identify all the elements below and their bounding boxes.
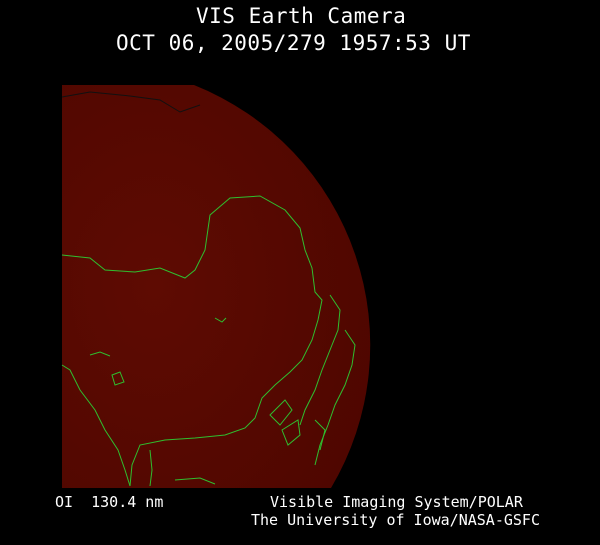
instrument-label: Visible Imaging System/POLAR <box>270 493 523 511</box>
institution-label: The University of Iowa/NASA-GSFC <box>251 511 540 529</box>
timestamp: OCT 06, 2005/279 1957:53 UT <box>116 31 471 55</box>
title: VIS Earth Camera <box>196 4 407 28</box>
earth-disk <box>62 85 371 488</box>
coastlines <box>61 91 356 487</box>
wavelength-label: OI 130.4 nm <box>55 493 164 511</box>
